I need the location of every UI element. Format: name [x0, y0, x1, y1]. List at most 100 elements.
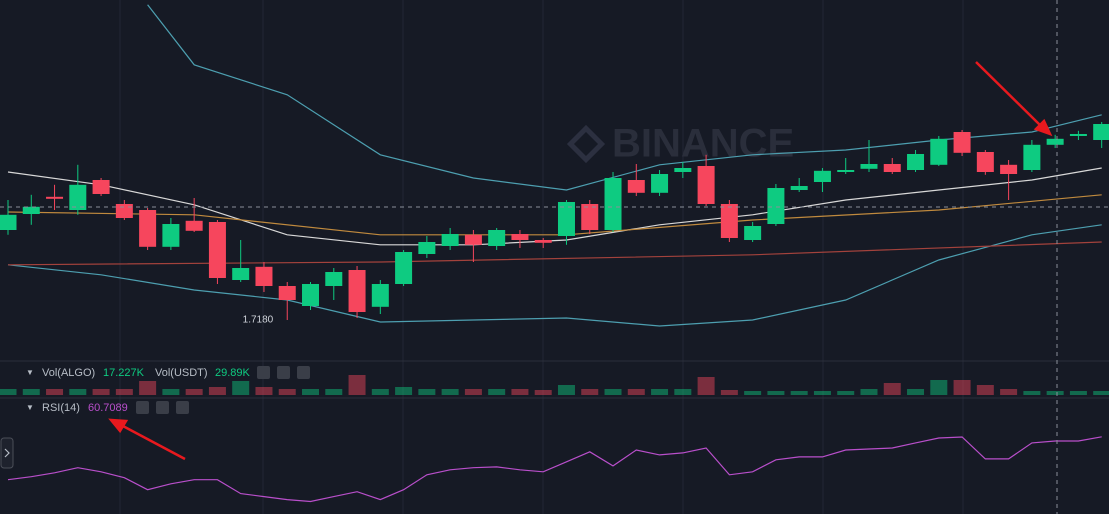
vol-legend-name: Vol(USDT)	[155, 367, 208, 379]
candle-body	[418, 242, 436, 254]
volume-bar	[232, 381, 250, 395]
volume-bar	[534, 390, 552, 395]
candle-body	[767, 188, 785, 224]
candle-body	[720, 204, 738, 238]
candle-body	[115, 204, 133, 218]
watermark-logo	[566, 124, 606, 164]
volume-bar	[651, 389, 669, 395]
candle-body	[953, 132, 971, 153]
volume-bar	[162, 389, 180, 395]
candle-body	[395, 252, 413, 284]
candle-body	[837, 170, 855, 172]
volume-bar	[371, 389, 389, 395]
hide-button[interactable]	[257, 366, 270, 379]
candle-body	[511, 234, 529, 240]
vol-legend-name: Vol(ALGO)	[42, 367, 95, 379]
settings-button[interactable]	[156, 401, 169, 414]
settings-button[interactable]	[277, 366, 290, 379]
annotation-arrows	[108, 61, 1053, 461]
candle-body	[22, 206, 40, 214]
candle-body	[46, 196, 64, 199]
volume-bar	[790, 391, 808, 395]
rsi-line	[7, 436, 1102, 503]
candle-body	[348, 270, 366, 312]
candle-body	[930, 138, 948, 165]
volume-bar	[22, 389, 40, 395]
volume-bar	[720, 390, 738, 395]
vol-legend-value: 17.227K	[103, 367, 145, 379]
candle-body	[1023, 144, 1041, 170]
volume-bar	[115, 389, 133, 395]
hide-button[interactable]	[136, 401, 149, 414]
candle-body	[302, 284, 320, 306]
arrow	[120, 423, 186, 461]
volume-bar	[325, 389, 343, 395]
volume-bar	[488, 389, 506, 395]
candle-body	[185, 220, 203, 231]
close-button[interactable]	[297, 366, 310, 379]
candle-body	[813, 170, 831, 182]
vol-legend-value: 29.89K	[215, 367, 251, 379]
plot: 1.7180	[0, 4, 1109, 503]
arrow	[975, 61, 1043, 128]
candle-body	[860, 164, 878, 169]
volume-bar	[627, 389, 645, 395]
volume-bar	[557, 385, 575, 395]
volume-bar	[511, 389, 529, 395]
candle-body	[278, 286, 296, 300]
candle-body	[1069, 134, 1087, 136]
candle-body	[651, 174, 669, 193]
candle-body	[744, 226, 762, 240]
volume-bar	[953, 380, 971, 395]
volume-bar	[813, 391, 831, 395]
candle-body	[883, 164, 901, 172]
candle-body	[255, 266, 273, 286]
toggle-chevron	[4, 448, 10, 458]
candle-body	[674, 168, 692, 172]
candle-body	[557, 202, 575, 236]
volume-bar	[0, 389, 17, 395]
volume-bar	[1093, 390, 1109, 395]
overlay-line	[7, 241, 1102, 266]
candle-body	[162, 224, 180, 247]
candle-body	[697, 166, 715, 204]
volume-bar	[139, 381, 157, 395]
candle-body	[1000, 164, 1018, 174]
collapse-icon[interactable]: ▼	[26, 368, 34, 377]
volume-bar	[860, 389, 878, 395]
volume-bar	[464, 389, 482, 395]
candle-body	[139, 210, 157, 247]
close-button[interactable]	[176, 401, 189, 414]
candle-body	[1093, 124, 1109, 140]
volume-bar	[674, 389, 692, 395]
rsi-legend-value: 60.7089	[88, 402, 128, 414]
volume-bar	[604, 389, 622, 395]
volume-bar	[1000, 389, 1018, 395]
volume-bar	[395, 387, 413, 395]
volume-bar	[697, 377, 715, 395]
candle-body	[790, 186, 808, 190]
volume-bar	[744, 391, 762, 395]
arrow-head	[108, 418, 129, 434]
volume-bar	[46, 389, 64, 395]
volume-bar	[278, 389, 296, 395]
candle-body	[488, 230, 506, 246]
volume-bar	[930, 380, 948, 395]
collapse-icon[interactable]: ▼	[26, 403, 34, 412]
candle-body	[0, 214, 17, 230]
arrow-head	[1033, 118, 1053, 137]
volume-bar	[302, 389, 320, 395]
candle-body	[604, 178, 622, 230]
overlay-line	[7, 224, 1102, 327]
volume-bar	[1069, 391, 1087, 395]
volume-bar	[883, 383, 901, 395]
candle-body	[92, 180, 110, 194]
side-toggle[interactable]	[0, 437, 14, 469]
candle-body	[627, 180, 645, 193]
candle-body	[208, 222, 226, 278]
volume-bar	[581, 389, 599, 395]
candle-body	[907, 154, 925, 170]
